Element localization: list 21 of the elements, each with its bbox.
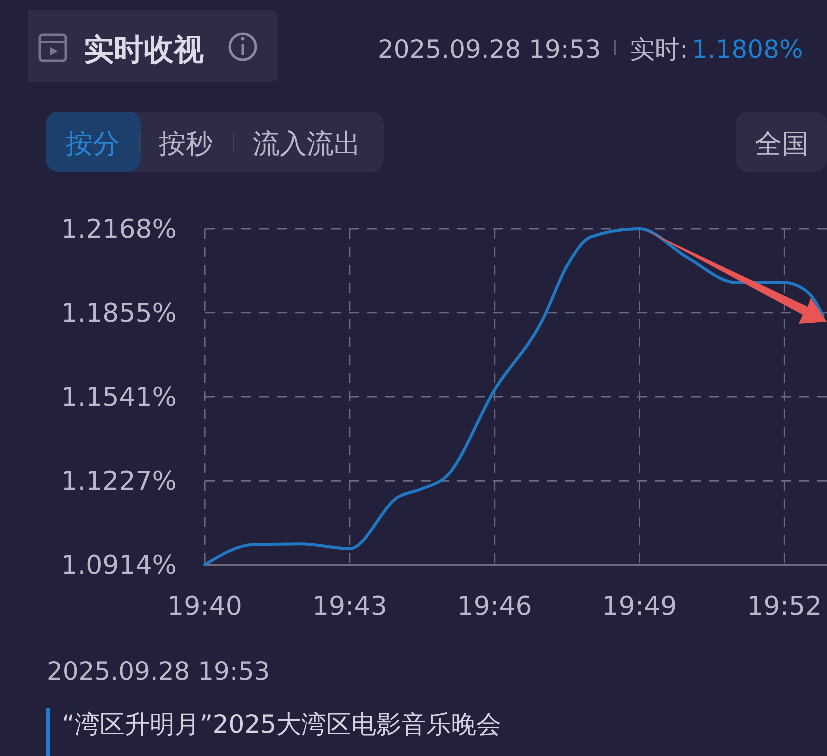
text: 流入流出 — [253, 129, 361, 160]
x-tick-label: 19:46 — [457, 592, 532, 622]
y-tick-label: 1.2168% — [61, 215, 177, 246]
text: 1.1808% — [692, 35, 804, 64]
line-series — [204, 228, 825, 566]
text: 2025.09.28 19:53 — [47, 657, 270, 686]
x-tick-label: 19:49 — [602, 592, 678, 622]
x-tick-label: 19:40 — [168, 592, 242, 622]
text: 实时: — [630, 35, 688, 64]
y-tick-label: 1.1855% — [61, 298, 177, 329]
x-tick-label: 19:52 — [747, 592, 822, 622]
y-tick-label: 1.1541% — [61, 383, 177, 414]
text: 按秒 — [159, 129, 213, 160]
text: 按分 — [66, 129, 120, 160]
text: 2025.09.28 19:53 — [378, 35, 602, 64]
y-tick-label: 1.0914% — [61, 551, 177, 582]
x-tick-label: 19:43 — [312, 592, 388, 622]
text: 全国 — [755, 129, 809, 160]
chart-title: 实时收视 — [84, 33, 204, 68]
text: “湾区升明月”2025大湾区电影音乐晚会 — [62, 710, 502, 739]
y-tick-label: 1.1227% — [61, 467, 177, 498]
